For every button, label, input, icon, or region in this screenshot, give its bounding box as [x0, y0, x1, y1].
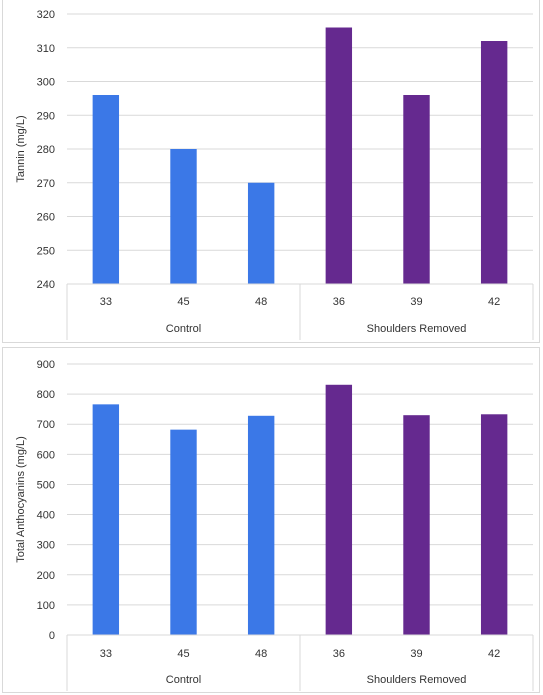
x-category-label: 42 — [488, 648, 500, 660]
y-tick-label: 500 — [37, 479, 55, 491]
x-category-label: 36 — [333, 296, 345, 308]
y-tick-label: 800 — [37, 389, 55, 401]
x-category-label: 39 — [410, 296, 422, 308]
y-tick-label: 900 — [37, 359, 55, 371]
x-category-label: 45 — [177, 648, 189, 660]
bar-42 — [480, 41, 508, 284]
y-tick-label: 260 — [37, 212, 55, 224]
x-category-label: 48 — [255, 648, 267, 660]
x-category-label: 33 — [100, 648, 112, 660]
y-tick-label: 400 — [37, 510, 55, 522]
y-tick-label: 600 — [37, 449, 55, 461]
bar-33 — [92, 404, 120, 635]
y-tick-label: 240 — [37, 279, 55, 291]
anthocyanins-chart-panel: 0 100 200 300 400 500 600 700 800 900 Total Anthoc… — [2, 347, 540, 693]
x-category-label: 45 — [177, 296, 189, 308]
bar-36 — [325, 27, 353, 284]
x-group-label: Shoulders Removed — [367, 323, 467, 335]
bar-36 — [325, 384, 353, 635]
bar-48 — [247, 415, 275, 635]
y-tick-label: 0 — [49, 630, 55, 642]
y-axis-title: Total Anthocyanins (mg/L) — [15, 436, 27, 563]
x-group-label: Control — [166, 323, 201, 335]
y-tick-label: 300 — [37, 540, 55, 552]
y-tick-label: 280 — [37, 144, 55, 156]
x-category-label: 48 — [255, 296, 267, 308]
x-group-label: Shoulders Removed — [367, 674, 467, 686]
y-tick-label: 700 — [37, 419, 55, 431]
y-tick-label: 290 — [37, 110, 55, 122]
x-category-label: 39 — [410, 648, 422, 660]
y-axis-title: Tannin (mg/L) — [15, 115, 27, 182]
bar-42 — [480, 414, 508, 635]
y-tick-label: 300 — [37, 77, 55, 89]
x-category-label: 33 — [100, 296, 112, 308]
bar-45 — [170, 429, 197, 635]
bar-48 — [247, 182, 275, 284]
bar-39 — [403, 415, 430, 635]
tannin-chart: 240 250 260 270 280 290 300 310 320 Tannin (mg/L)… — [15, 9, 534, 340]
anthocyanins-chart: 0 100 200 300 400 500 600 700 800 900 Total Anthoc… — [15, 359, 534, 691]
y-tick-label: 310 — [37, 43, 55, 55]
bar-39 — [403, 95, 430, 284]
y-tick-label: 200 — [37, 570, 55, 582]
y-tick-label: 320 — [37, 9, 55, 21]
y-tick-label: 100 — [37, 600, 55, 612]
tannin-chart-panel: 240 250 260 270 280 290 300 310 320 Tannin (mg/L)… — [2, 0, 540, 343]
bar-33 — [92, 95, 120, 284]
bar-45 — [170, 149, 197, 284]
x-category-label: 36 — [333, 648, 345, 660]
x-group-label: Control — [166, 674, 201, 686]
x-category-label: 42 — [488, 296, 500, 308]
y-tick-label: 250 — [37, 245, 55, 257]
y-tick-label: 270 — [37, 178, 55, 190]
